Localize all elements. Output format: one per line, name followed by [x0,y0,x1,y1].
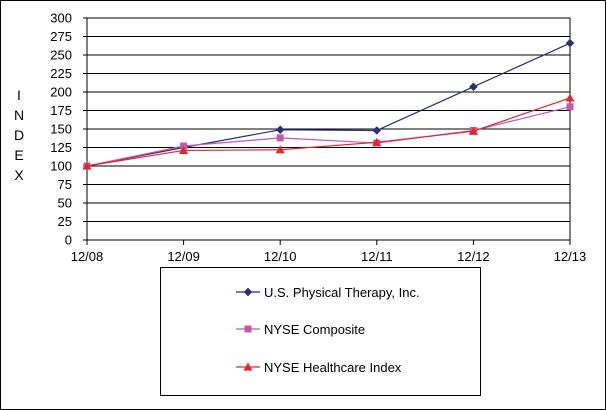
series-layer [82,38,575,171]
y-tick-label: 275 [50,29,72,44]
series-line [86,97,571,167]
data-point [565,93,575,102]
y-tick-label: 75 [58,177,72,192]
y-tick-label: 150 [50,122,72,137]
data-point [276,134,284,142]
grid-layer [87,17,570,241]
y-tick-label: 50 [58,196,72,211]
y-tick-label: 300 [50,11,72,26]
legend-label: NYSE Composite [264,322,365,337]
series-line [86,42,571,167]
legend-box [160,267,481,396]
y-tick-label: 200 [50,85,72,100]
legend-marker [243,287,253,297]
legend-marker [243,362,253,371]
y-axis-label-letter: X [14,167,24,183]
y-axis-label-letter: N [14,107,24,123]
data-point [372,126,382,135]
y-axis-label-letter: E [14,147,23,163]
x-tick-label: 12/09 [167,249,200,264]
data-point [565,38,575,48]
legend-label: U.S. Physical Therapy, Inc. [264,285,420,300]
data-point [179,145,189,155]
x-tick-label: 12/12 [457,249,490,264]
data-point [469,82,478,92]
legend-marker [244,325,252,333]
y-tick-label: 175 [50,103,72,118]
y-tick-label: 125 [50,140,72,155]
x-tick-label: 12/10 [264,249,297,264]
data-point [468,126,478,135]
legend: U.S. Physical Therapy, Inc. NYSE Composit… [160,267,481,396]
axis-layer: 0 25 50 75 100 125 150 175 200 225 250 275 300 12/08 1… [50,11,586,265]
legend-label: NYSE Healthcare Index [264,360,402,375]
y-tick-label: 25 [58,214,72,229]
data-point [275,145,285,154]
series-line [86,106,571,167]
y-tick-label: 100 [50,159,72,174]
x-tick-label: 12/08 [71,249,104,264]
y-axis-label-letter: D [14,127,24,143]
y-tick-label: 225 [50,66,72,81]
y-axis-label-letter: I [17,87,21,103]
y-tick-label: 250 [50,48,72,63]
data-point [372,137,382,146]
data-point [566,103,574,111]
x-tick-label: 12/13 [554,249,587,264]
data-point [82,161,92,170]
y-tick-label: 0 [65,233,72,248]
data-point [275,125,285,135]
x-tick-label: 12/11 [361,249,393,264]
